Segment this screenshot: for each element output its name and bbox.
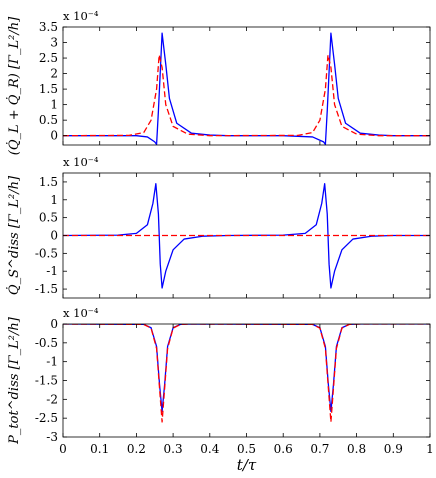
- series-2-line: [63, 54, 430, 137]
- series-2-line: [63, 324, 430, 423]
- y-tick-label: -1: [46, 355, 58, 369]
- x-tick-label: 1: [426, 442, 434, 456]
- y-tick-label: -0.5: [35, 336, 58, 350]
- y-tick-label: 1.5: [39, 82, 58, 96]
- y-tick-label: -2: [46, 392, 58, 406]
- y-axis-label: P_tot^diss [Γ_L²/h]: [7, 316, 22, 445]
- y-tick-label: 0: [50, 129, 58, 143]
- axis-multiplier: x 10⁻⁴: [63, 155, 99, 169]
- x-tick-label: 0.2: [127, 442, 146, 456]
- x-tick-label: 0.5: [237, 442, 256, 456]
- x-tick-label: 0.6: [274, 442, 293, 456]
- x-tick-label: 0: [59, 442, 67, 456]
- x-tick-label: 0.8: [347, 442, 366, 456]
- x-tick-label: 0.1: [90, 442, 109, 456]
- y-tick-label: 0.5: [39, 211, 58, 225]
- axis-multiplier: x 10⁻⁴: [63, 9, 99, 23]
- y-tick-label: 2: [50, 67, 58, 81]
- y-tick-label: 0: [50, 317, 58, 331]
- series-1-line: [63, 32, 430, 145]
- y-tick-label: 3: [50, 36, 58, 50]
- panel-3: 0 -0.5 -1 -1.5 -2 -2.5 -3 x 10⁻⁴ P_tot^diss [Γ_L…: [7, 306, 431, 445]
- axis-multiplier: x 10⁻⁴: [63, 306, 99, 320]
- x-axis-label: t/τ: [237, 456, 257, 474]
- y-tick-label: 1.5: [39, 175, 58, 189]
- plot-frame: [62, 323, 431, 438]
- y-tick-label: -1.5: [35, 374, 58, 388]
- y-tick-label: -3: [46, 430, 58, 444]
- panel-1: 3.5 32.5 21.5 10.5 0 x 10⁻⁴ (Q̇_L + Q̇_R) [Γ_L…: [6, 9, 431, 155]
- series-1-line: [63, 324, 430, 413]
- y-tick-label: 1: [50, 98, 58, 112]
- y-tick-label: 3.5: [39, 20, 58, 34]
- y-tick-label: -1: [46, 264, 58, 278]
- y-axis-label: (Q̇_L + Q̇_R) [Γ_L²/h]: [6, 16, 22, 155]
- y-axis-label: Q̇_S^diss [Γ_L²/h]: [6, 175, 22, 295]
- plot-frame: [62, 26, 431, 146]
- y-tick-label: 0: [50, 229, 58, 243]
- x-tick-label: 0.4: [200, 442, 219, 456]
- panel-2: 1.5 1 0.5 0 -0.5 -1 -1.5 x 10⁻⁴ Q̇_S^diss [Γ_L²/…: [6, 155, 431, 299]
- y-tick-label: -2.5: [35, 411, 58, 425]
- y-tick-label: 2.5: [39, 51, 58, 65]
- y-tick-label: -1.5: [35, 282, 58, 296]
- y-tick-label: 0.5: [39, 113, 58, 127]
- x-tick-label: 0.9: [384, 442, 403, 456]
- x-tick-label: 0.7: [310, 442, 329, 456]
- x-tick-label: 0.3: [164, 442, 183, 456]
- y-tick-label: -0.5: [35, 246, 58, 260]
- y-tick-label: 1: [50, 193, 58, 207]
